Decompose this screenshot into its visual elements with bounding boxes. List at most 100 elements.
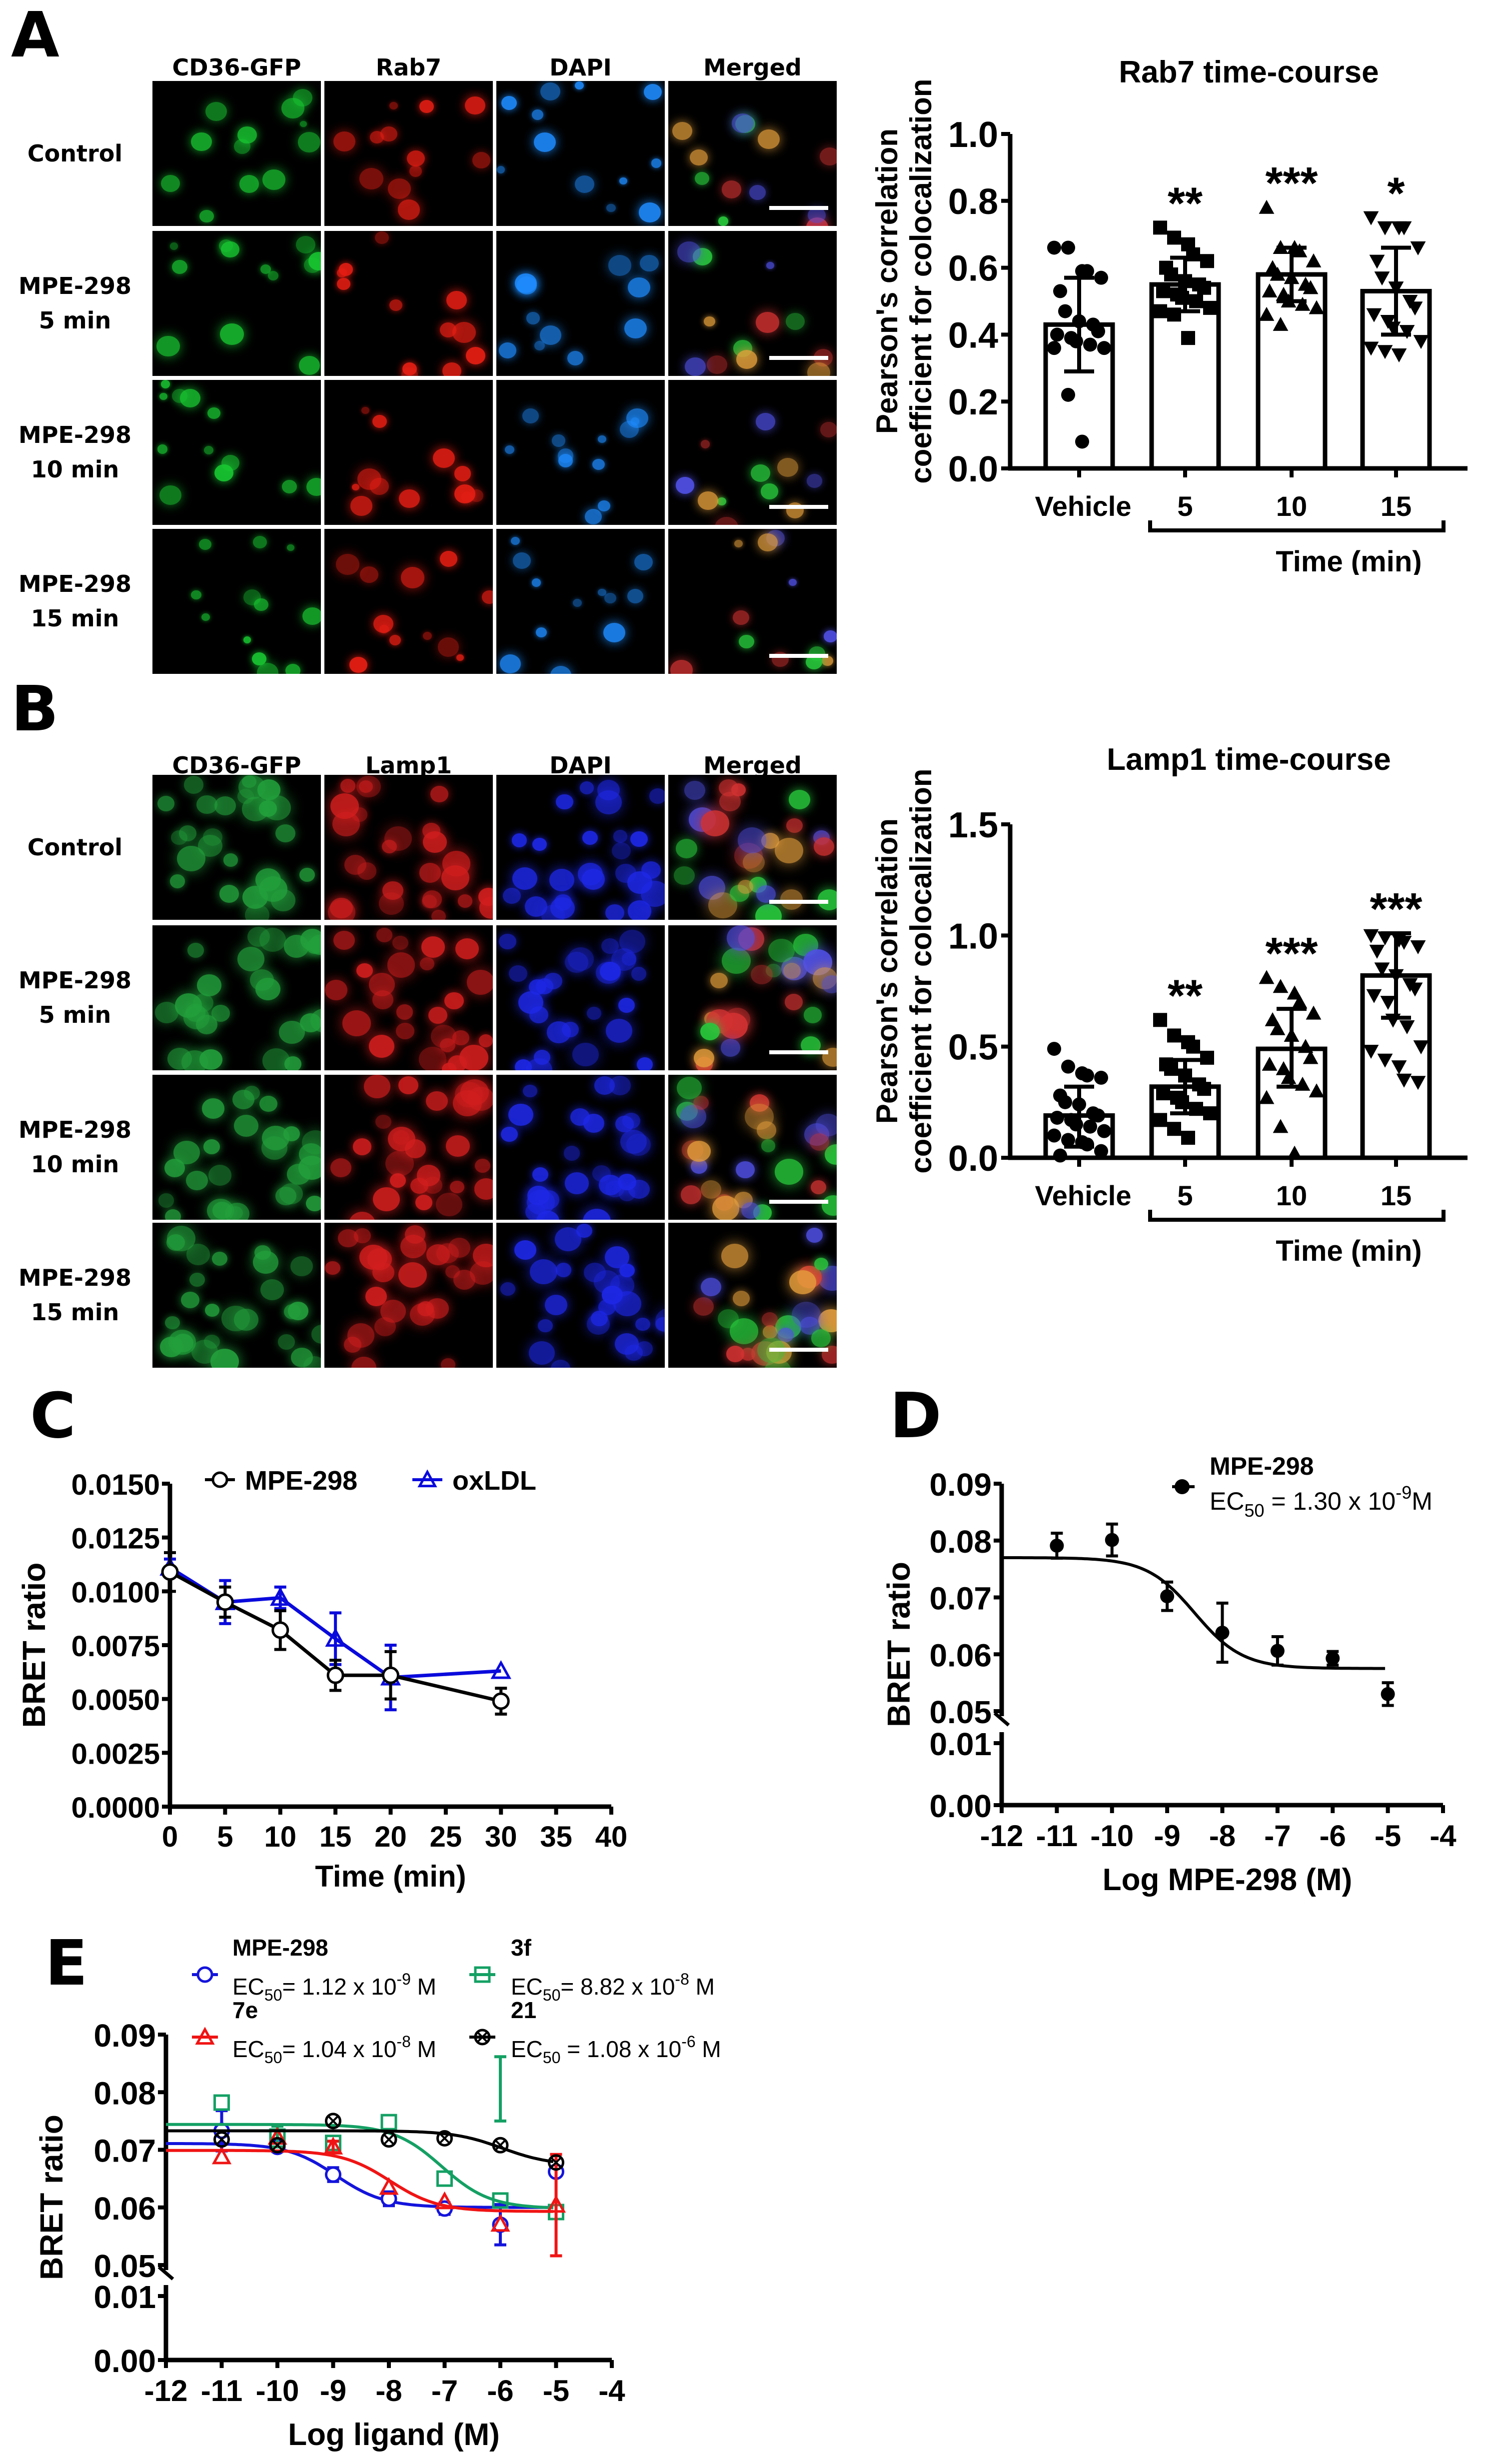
cell-signal [619, 930, 646, 953]
cell-signal [605, 1018, 633, 1043]
cell-signal [453, 1270, 476, 1290]
significance-marker: *** [1265, 929, 1318, 979]
micrograph-dapi [496, 775, 665, 920]
cell-signal [821, 1195, 837, 1216]
cell-signal [441, 1358, 455, 1368]
cell-signal [635, 1317, 650, 1331]
cell-signal [263, 795, 291, 821]
cell-signal [298, 356, 320, 375]
legend-item: oxLDL [412, 1466, 536, 1496]
cell-signal [415, 1195, 433, 1211]
cell-signal [700, 440, 710, 448]
cell-signal [239, 175, 259, 193]
cell-signal [761, 1312, 778, 1327]
cell-signal [512, 552, 531, 569]
row-label: MPE-298 5 min [0, 925, 150, 1070]
cell-signal [261, 1125, 289, 1151]
cell-signal [598, 588, 606, 596]
cell-signal [297, 132, 320, 152]
row-label-line: 15 min [30, 605, 119, 632]
panel-label-c: C [30, 1380, 76, 1452]
cell-signal [382, 881, 403, 900]
significance-marker: * [1387, 168, 1405, 218]
cell-signal [738, 880, 754, 894]
cell-signal [234, 1114, 259, 1137]
cell-signal [302, 1130, 321, 1154]
micrograph-rab7 [324, 380, 493, 525]
cell-signal [655, 1317, 665, 1331]
cell-signal [804, 1123, 830, 1146]
scale-bar [769, 1348, 828, 1352]
x-tick-label: 40 [595, 1821, 628, 1853]
cell-signal [482, 590, 493, 604]
cell-signal [528, 1341, 555, 1365]
cell-signal [693, 1049, 714, 1068]
x-tick-label: -4 [1430, 1819, 1457, 1853]
x-axis-label: Log ligand (M) [288, 2418, 500, 2452]
cell-signal [219, 885, 239, 903]
cell-signal [359, 780, 373, 793]
series-mpe-298 [161, 1551, 510, 1716]
cell-signal [509, 965, 528, 982]
micrograph-rab7 [324, 529, 493, 674]
cell-signal [557, 448, 574, 463]
y-tick-label: 0.0075 [71, 1630, 160, 1663]
cell-signal [510, 537, 520, 545]
cell-signal [564, 951, 588, 973]
cell-signal [499, 654, 521, 674]
cell-signal [159, 485, 181, 505]
cell-signal [440, 1038, 456, 1052]
cell-signal [534, 340, 545, 350]
cell-signal [603, 622, 626, 643]
x-tick-label: 5 [217, 1821, 233, 1853]
y-tick-label: 0.5 [948, 1028, 998, 1068]
cell-signal [247, 927, 270, 947]
cell-signal [330, 793, 359, 819]
cell-signal [459, 1045, 488, 1070]
cell-signal [196, 795, 217, 814]
cell-signal [624, 318, 647, 339]
cell-signal [538, 1319, 553, 1333]
ligand-dose-response-chart: BRET ratio 0.05 0.06 0.07 0.08 0.09 0.00 0.01 -1… [33, 1935, 721, 2452]
fit-curve [166, 2129, 554, 2164]
cell-signal [532, 1167, 548, 1182]
cell-signal [576, 1224, 592, 1238]
scale-bar [769, 1200, 828, 1204]
micrograph-merged [668, 81, 837, 226]
cell-signal [701, 1180, 722, 1199]
cell-signal [597, 779, 620, 800]
row-label: MPE-298 10 min [0, 1075, 150, 1220]
cell-signal [627, 588, 644, 603]
fit-curve [165, 2142, 553, 2209]
cell-signal [456, 654, 464, 661]
cell-signal [777, 457, 799, 477]
row-label-line: MPE-298 [18, 1264, 132, 1291]
cell-signal [693, 1297, 714, 1316]
cell-signal [518, 991, 543, 1014]
cell-signal [422, 823, 440, 839]
micrograph-merged [668, 231, 837, 376]
x-tick-label: -8 [375, 2374, 402, 2408]
cell-signal [598, 1175, 622, 1196]
cell-signal [324, 979, 348, 1000]
cell-signal [333, 930, 355, 950]
cell-signal [806, 1227, 823, 1243]
cell-signal [676, 1077, 702, 1100]
cell-signal [243, 636, 251, 643]
legend-label: 7e [232, 1997, 258, 2023]
micrograph-dapi [496, 925, 665, 1070]
fit-curve [166, 2123, 554, 2210]
cell-signal [228, 1206, 243, 1220]
cell-signal [501, 1127, 518, 1142]
cell-signal [816, 1114, 837, 1136]
cell-signal [499, 934, 516, 950]
row-label: Control [0, 81, 150, 226]
y-tick-label: 0.2 [948, 382, 998, 422]
row-label-line: MPE-298 [18, 967, 132, 994]
cell-signal [306, 1196, 321, 1212]
y-axis-label: Pearson's correlationcoefficient for col… [870, 78, 938, 483]
cell-signal [223, 853, 238, 867]
panel-label-d: D [890, 1380, 942, 1452]
y-tick-label: 0.0050 [71, 1684, 160, 1717]
cell-signal [684, 781, 705, 800]
